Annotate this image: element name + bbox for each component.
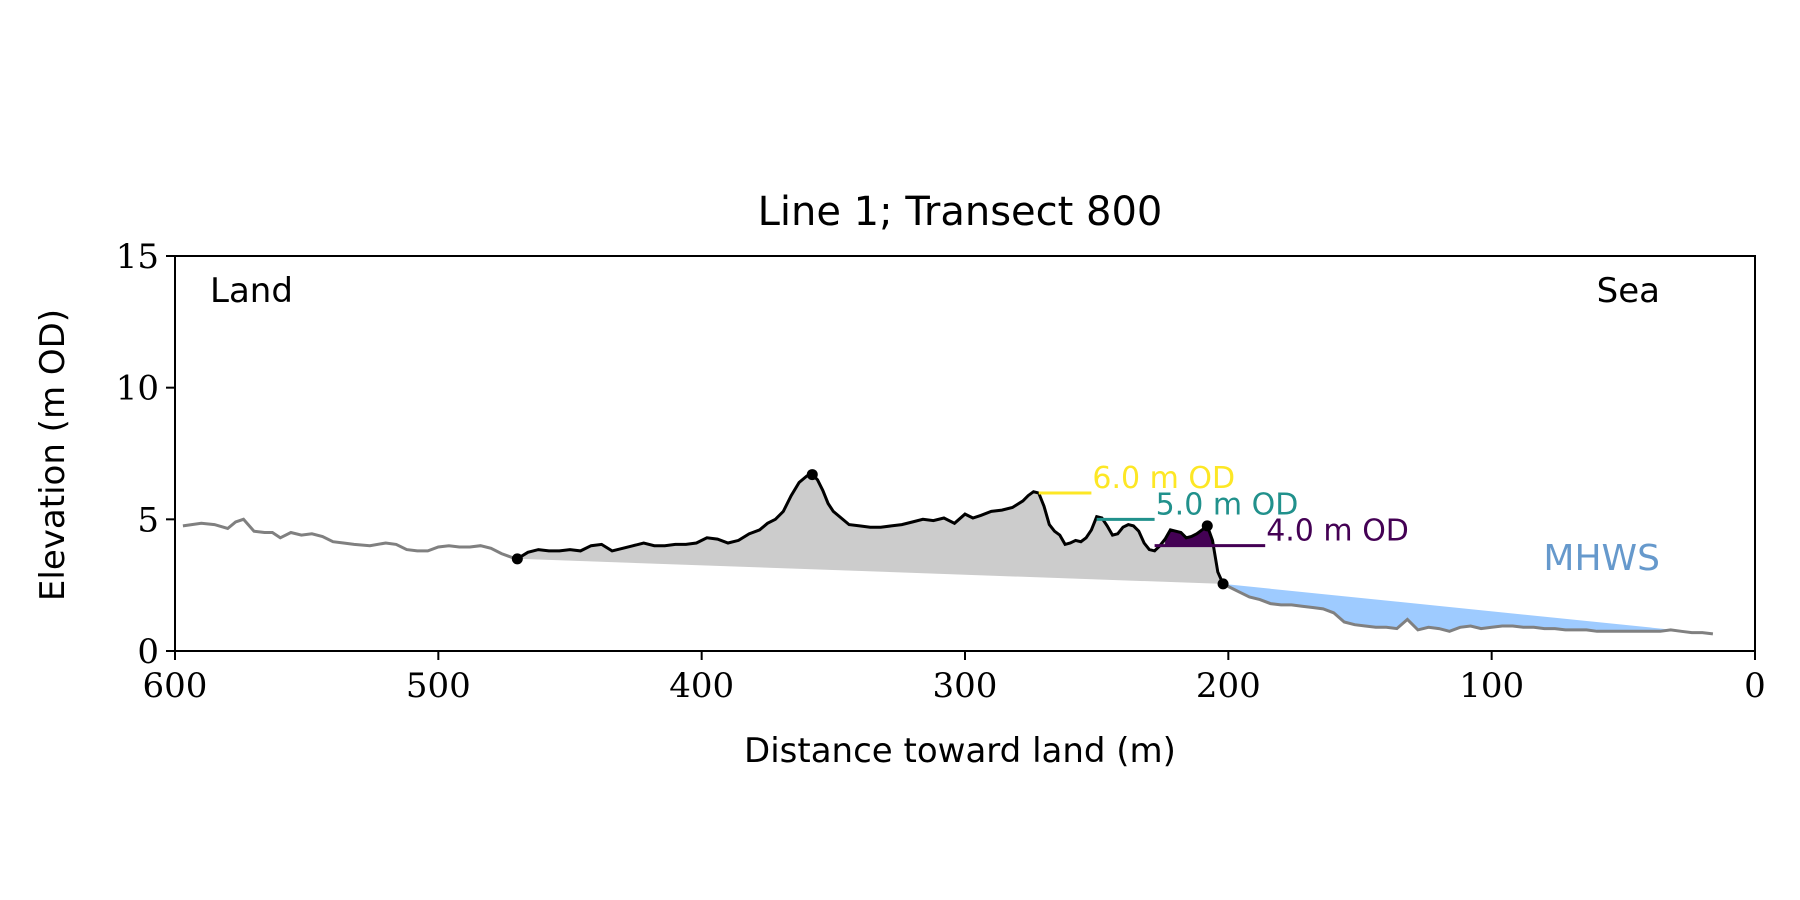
x-tick-label-0: 600 [143,666,208,706]
key-point-2 [1201,520,1213,532]
sea-label: Sea [1597,271,1660,311]
land-label: Land [210,271,293,311]
y-tick-label-0: 0 [137,632,159,672]
x-tick-label-6: 0 [1744,666,1766,706]
plot-frame [174,255,1756,652]
profile-line-landward [182,517,518,561]
dune-area-fill [517,474,1224,584]
level-label-1: 5.0 m OD [1156,487,1299,522]
level-label-0: 6.0 m OD [1092,461,1235,496]
key-point-1 [806,469,818,481]
key-point-3 [1217,578,1229,590]
mhws-label: MHWS [1543,538,1660,579]
key-point-0 [511,553,523,565]
level-label-2: 4.0 m OD [1266,514,1409,549]
x-tick-label-3: 300 [933,666,998,706]
x-tick-label-2: 400 [669,666,734,706]
y-tick-label-1: 5 [137,500,159,540]
profile-line-seaward [1222,582,1714,636]
profile-line-dune [516,472,1225,585]
x-tick-label-4: 200 [1196,666,1261,706]
x-axis-label: Distance toward land (m) [744,731,1176,771]
y-tick-label-2: 10 [116,369,159,409]
y-tick-label-3: 15 [116,237,159,277]
chart-title: Line 1; Transect 800 [758,189,1163,235]
x-tick-label-5: 100 [1459,666,1524,706]
x-tick-label-1: 500 [406,666,471,706]
y-axis-label: Elevation (m OD) [33,309,73,601]
